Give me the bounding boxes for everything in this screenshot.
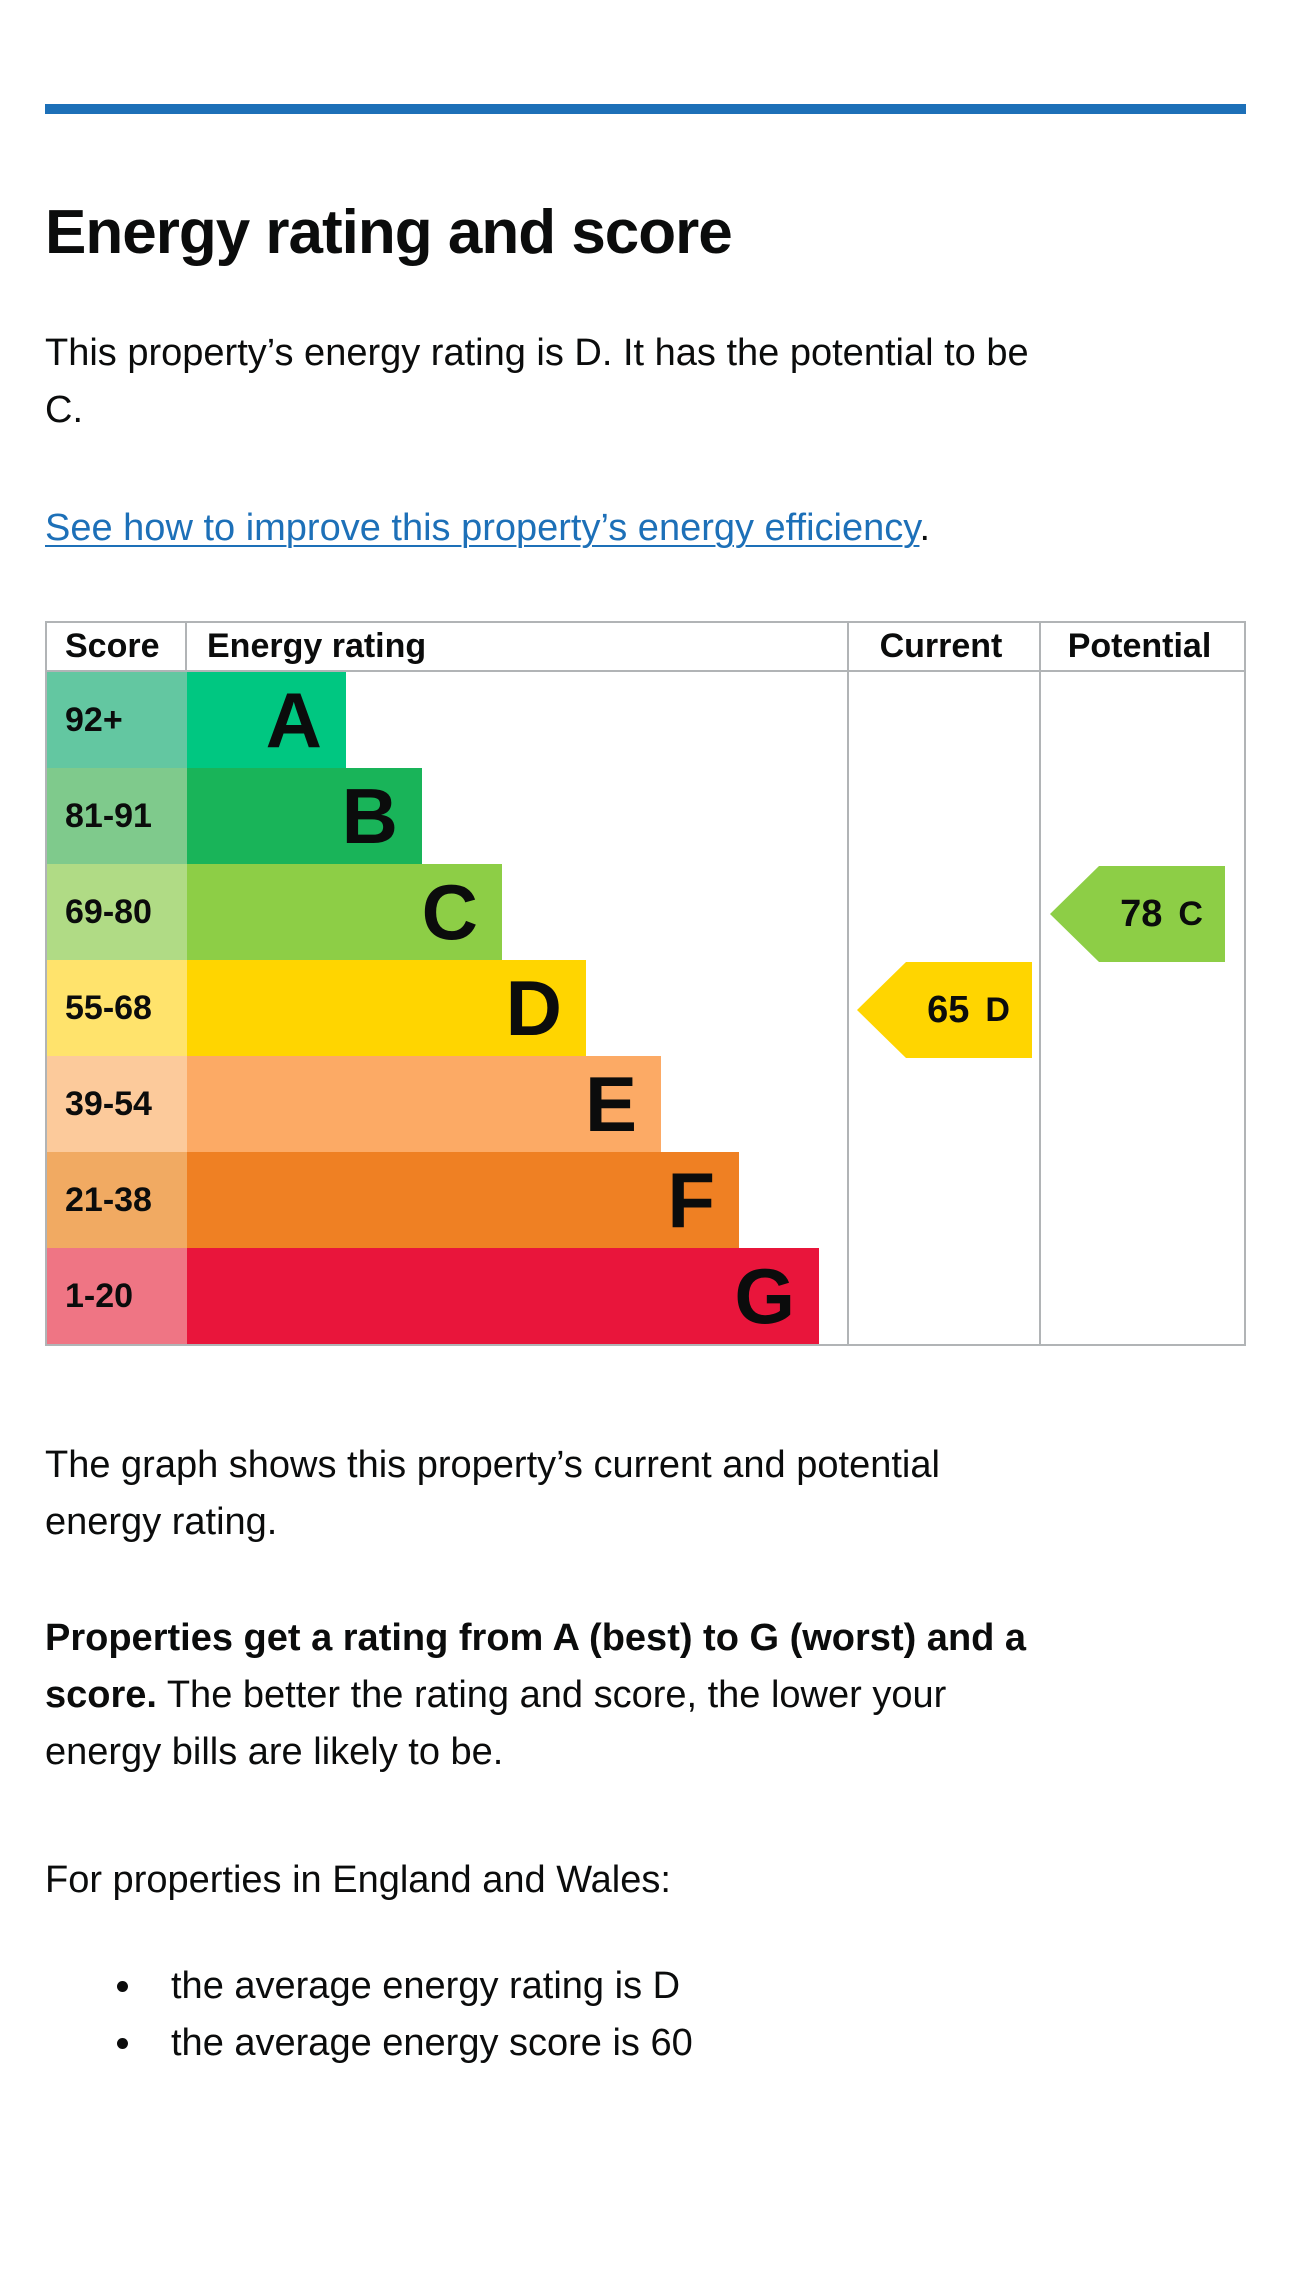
score-range-g: 1-20: [47, 1248, 187, 1344]
intro-line-1: This property’s energy rating is D. It h…: [45, 332, 1029, 374]
band-bar-f: F: [187, 1152, 739, 1248]
intro-paragraph: This property’s energy rating is D. It h…: [45, 325, 1246, 439]
score-range-d: 55-68: [47, 960, 187, 1056]
band-row-f: 21-38 F: [47, 1152, 1244, 1248]
band-row-c: 69-80 C: [47, 864, 1244, 960]
header-current: Current: [879, 627, 1003, 665]
band-bar-d: D: [187, 960, 586, 1056]
band-row-b: 81-91 B: [47, 768, 1244, 864]
band-bar-g: G: [187, 1248, 819, 1344]
improvement-link-paragraph: See how to improve this property’s energ…: [45, 500, 1246, 557]
section-divider: [45, 104, 1246, 114]
potential-band: C: [1178, 894, 1203, 933]
bullet-icon: [117, 1981, 128, 1992]
regions-intro: For properties in England and Wales:: [45, 1859, 671, 1901]
band-bar-c: C: [187, 864, 502, 960]
improvement-link[interactable]: See how to improve this property’s energ…: [45, 507, 920, 549]
rating-explanation: Properties get a rating from A (best) to…: [45, 1610, 1246, 1781]
page-title: Energy rating and score: [45, 198, 733, 267]
column-divider-current: [847, 623, 849, 1344]
header-potential: Potential: [1067, 627, 1212, 665]
graph-caption: The graph shows this property’s current …: [45, 1437, 1246, 1551]
explanation-line-1: Properties get a rating from A (best) to…: [45, 1617, 1027, 1659]
potential-score: 78: [1120, 892, 1163, 935]
averages-list: the average energy rating is D the avera…: [45, 1958, 1246, 2072]
band-row-e: 39-54 E: [47, 1056, 1244, 1152]
header-score: Score: [47, 623, 187, 670]
band-bar-b: B: [187, 768, 422, 864]
score-range-e: 39-54: [47, 1056, 187, 1152]
header-energy-rating: Energy rating: [207, 627, 427, 665]
list-item-average-score: the average energy score is 60: [45, 2015, 1246, 2072]
band-bar-e: E: [187, 1056, 661, 1152]
explanation-line-3: energy bills are likely to be.: [45, 1731, 504, 1773]
band-row-a: 92+ A: [47, 672, 1244, 768]
current-score: 65: [927, 988, 970, 1031]
energy-rating-graph: Score Energy rating Current Potential 92…: [45, 621, 1246, 1346]
intro-line-2: C.: [45, 389, 83, 431]
current-band: D: [985, 990, 1010, 1029]
column-divider-potential: [1039, 623, 1041, 1344]
score-range-f: 21-38: [47, 1152, 187, 1248]
energy-rating-page: Energy rating and score This property’s …: [0, 104, 1290, 2167]
bullet-icon: [117, 2038, 128, 2049]
score-range-b: 81-91: [47, 768, 187, 864]
graph-header-row: Score Energy rating Current Potential: [47, 623, 1244, 672]
score-range-a: 92+: [47, 672, 187, 768]
caption-line-1: The graph shows this property’s current …: [45, 1444, 940, 1486]
improvement-link-period: .: [919, 507, 931, 549]
score-range-c: 69-80: [47, 864, 187, 960]
caption-line-2: energy rating.: [45, 1501, 278, 1543]
band-bar-a: A: [187, 672, 346, 768]
list-item-average-rating: the average energy rating is D: [45, 1958, 1246, 2015]
band-row-g: 1-20 G: [47, 1248, 1244, 1344]
band-row-d: 55-68 D: [47, 960, 1244, 1056]
explanation-line-2: score. The better the rating and score, …: [45, 1674, 947, 1716]
